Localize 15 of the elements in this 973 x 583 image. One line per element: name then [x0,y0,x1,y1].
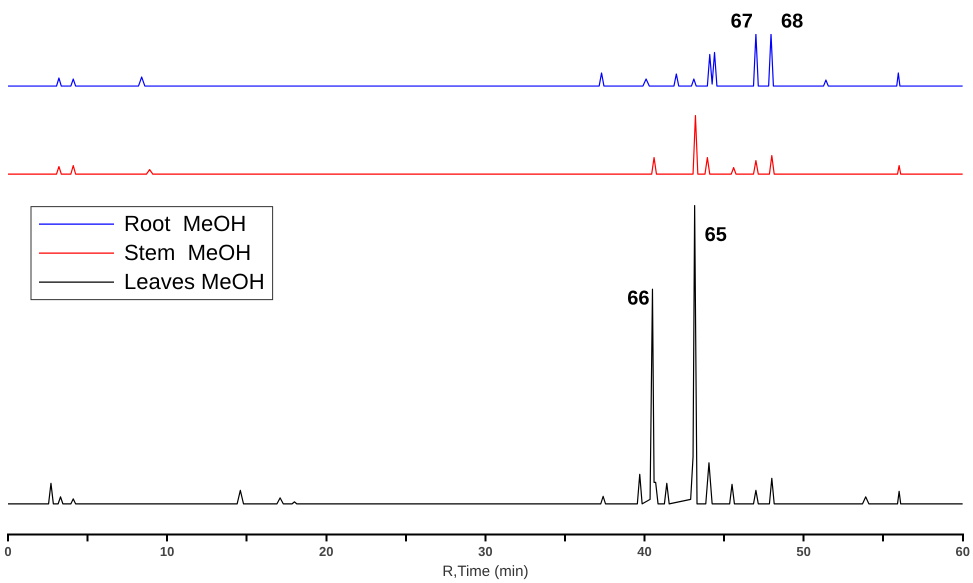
legend-label: Root MeOH [124,211,246,236]
x-axis-title: R,Time (min) [442,563,528,580]
x-tick-label: 50 [796,544,811,559]
x-tick-label: 10 [160,544,174,559]
x-tick-label: 20 [319,544,334,559]
x-tick-label: 60 [956,544,970,559]
legend-label: Stem MeOH [124,240,252,266]
annotation: 68 [781,10,804,33]
x-tick-label: 30 [478,544,493,559]
annotation: 65 [704,224,727,246]
x-tick-label: 40 [637,544,652,559]
annotation: 66 [627,288,650,310]
legend-label: Leaves MeOH [124,269,265,294]
x-tick-label: 0 [4,544,12,559]
annotation: 67 [730,10,753,33]
